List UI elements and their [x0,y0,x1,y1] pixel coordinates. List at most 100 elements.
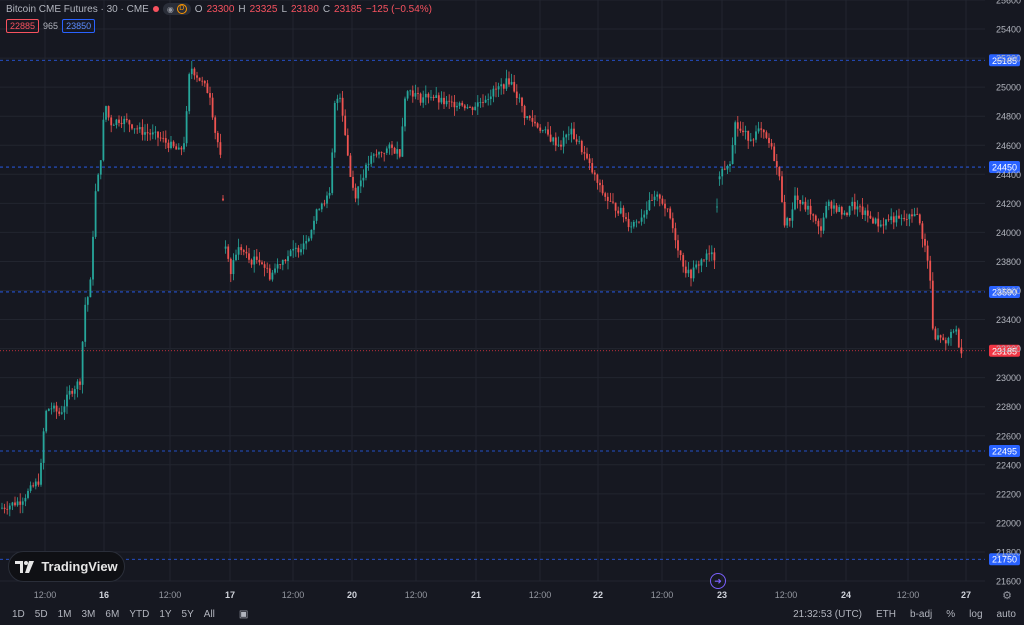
candle-body [45,410,48,432]
percent-toggle[interactable]: % [946,609,956,620]
candle-body [435,95,438,99]
candle-body [19,501,22,505]
candle-body [448,100,451,102]
candle-body [315,209,318,221]
candle-body [684,266,687,274]
candle-body [827,201,830,206]
candle-body [596,174,599,183]
candle-body [118,119,120,123]
market-status-icon [152,6,159,12]
candle-body [378,152,380,155]
candle-body [185,111,188,144]
candle-body [357,186,360,199]
candle-body [154,131,157,133]
timeframe-1y[interactable]: 1Y [159,609,172,620]
adjustment-toggle[interactable]: b-adj [910,609,933,620]
candle-body [313,220,315,230]
candle-body [300,249,302,253]
candle-body [68,390,71,395]
candle-body [232,260,235,275]
y-tick-label: 25000 [996,83,1021,93]
candle-body [456,105,458,108]
candle-body [739,128,742,131]
candle-body [669,208,672,219]
candle-body [453,101,456,108]
candle-body [648,200,651,210]
candle-body [640,217,643,222]
candle-body [770,143,773,147]
candle-body [352,176,354,188]
x-tick-label: 12:00 [775,590,798,600]
auto-toggle[interactable]: auto [996,609,1016,620]
candle-body [617,210,620,214]
y-tick-label: 23600 [996,286,1021,296]
candle-body [297,247,300,253]
timeframe-3m[interactable]: 3M [81,609,96,620]
candle-body [830,201,833,209]
candle-body [856,206,859,210]
tradingview-logo[interactable]: TradingView [8,551,125,582]
candle-body [474,106,477,110]
candle-body [622,207,625,218]
ohlc-high: 23325 [249,3,278,15]
candle-body [950,331,952,338]
candle-body [76,381,79,390]
x-tick-label: 17 [225,590,235,600]
candle-body [198,77,201,81]
candle-body [638,221,640,223]
candle-body [84,304,87,342]
candle-body [500,84,503,87]
candle-body [110,117,113,126]
timeframe-5d[interactable]: 5D [34,609,48,620]
candle-body [307,238,310,242]
indicator-badge[interactable]: ◉ D [162,3,191,15]
candle-body [63,406,66,413]
candle-body [539,127,542,131]
candle-body [144,132,146,135]
timeframe-ytd[interactable]: YTD [129,609,150,620]
candle-body [736,122,739,129]
symbol-title[interactable]: Bitcoin CME Futures · 30 · CME [6,3,149,15]
candle-body [440,97,443,103]
date-range-icon[interactable]: ▣ [238,609,249,620]
candle-body [713,252,716,261]
sell-button[interactable]: 22885 [6,19,40,33]
log-toggle[interactable]: log [969,609,983,620]
candle-body [580,140,583,153]
logo-text: TradingView [41,559,118,574]
candle-body [427,93,430,98]
candle-body [6,508,9,510]
candle-body [682,255,685,267]
candle-body [703,259,705,261]
price-label: 22495 [992,447,1017,457]
price-label-bg [989,344,1020,357]
candle-body [846,212,848,216]
candle-body [929,260,932,281]
candle-body [8,505,11,510]
price-axis[interactable]: 21600 21800 22000 22200 22400 22600 22800 23000… [996,0,1021,587]
buy-button[interactable]: 23850 [62,19,96,33]
time-axis[interactable]: 12:00 16 12:00 17 12:00 20 12:00 21 12:00 22 12:00… [34,590,971,600]
timeframe-5y[interactable]: 5Y [181,609,194,620]
timeframe-1d[interactable]: 1D [12,609,25,620]
candle-body [593,172,596,175]
candle-body [281,259,284,265]
candle-body [235,254,237,261]
candle-body [544,129,547,131]
timeframe-6m[interactable]: 6M [105,609,120,620]
settings-gear-icon[interactable]: ⚙ [1002,590,1012,602]
candle-body [250,259,253,265]
candle-body [463,105,466,109]
timeframe-all[interactable]: All [203,609,215,620]
clock[interactable]: 21:32:53 (UTC) [793,609,863,620]
candle-body [248,253,250,260]
session-toggle[interactable]: ETH [876,609,897,620]
candle-body [53,405,55,409]
go-to-realtime-icon[interactable]: ➜ [710,573,726,589]
candle-body [877,218,880,227]
candle-body [430,96,432,98]
timeframe-1m[interactable]: 1M [57,609,72,620]
candle-body [887,219,890,221]
candle-body [209,93,211,98]
